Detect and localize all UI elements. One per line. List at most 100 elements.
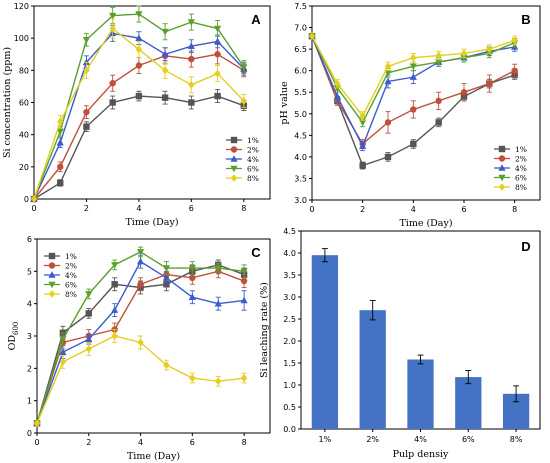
data-point [57, 179, 64, 187]
x-axis-label: Pulp densiy [393, 449, 449, 460]
y-axis-label-subscript: 600 [12, 322, 20, 335]
y-tick-label: 7.5 [294, 2, 307, 11]
legend-label: 4% [65, 271, 77, 280]
legend-label: 6% [515, 174, 527, 183]
data-point [410, 106, 417, 113]
data-point [359, 142, 367, 149]
legend-label: 1% [515, 145, 527, 154]
data-point [511, 67, 518, 74]
y-tick-label: 2 [27, 364, 32, 373]
data-point [85, 345, 92, 353]
data-point [163, 361, 170, 369]
legend-marker [48, 262, 56, 269]
data-point [137, 338, 144, 347]
data-point [410, 53, 417, 62]
data-point [435, 59, 443, 66]
data-point [135, 11, 143, 18]
data-point [135, 34, 143, 41]
legend-label: 2% [515, 155, 527, 164]
data-point [83, 123, 90, 130]
data-point [213, 37, 222, 45]
data-point [85, 335, 93, 343]
legend-marker [230, 136, 238, 144]
data-point [136, 249, 145, 256]
data-point [359, 119, 367, 127]
x-tick-label: 2% [366, 435, 379, 444]
data-point [109, 12, 117, 20]
y-tick-label: 3 [27, 332, 32, 341]
legend-marker [498, 164, 506, 171]
data-point [189, 374, 196, 382]
y-axis-label-main: OD [7, 335, 18, 351]
x-tick-label: 4 [136, 204, 141, 213]
x-tick-label: 8 [242, 438, 247, 447]
data-point [136, 257, 145, 265]
data-point [187, 42, 195, 50]
x-axis-label: Time (Day) [127, 451, 180, 462]
y-tick-label: 3.5 [283, 271, 296, 280]
data-point [188, 55, 195, 63]
series-6pct [33, 246, 248, 428]
data-point [435, 119, 442, 126]
data-point [188, 81, 195, 89]
legend-label: 2% [247, 146, 259, 155]
y-tick-label: 0 [24, 195, 29, 204]
x-tick-label: 2 [86, 438, 91, 447]
y-tick-label: 0.0 [283, 425, 296, 434]
data-point [435, 97, 442, 105]
data-point [111, 262, 119, 269]
data-point [109, 99, 116, 106]
y-tick-label: 4.0 [294, 153, 307, 162]
data-point [111, 306, 119, 313]
panel-letter: B [521, 12, 530, 27]
data-point [214, 299, 222, 307]
data-point [308, 32, 316, 40]
data-point [214, 265, 222, 272]
legend-label: 1% [247, 136, 259, 145]
y-tick-label: 60 [19, 99, 29, 108]
y-tick-label: 1.0 [283, 381, 296, 390]
y-axis-label: pH value [279, 81, 290, 125]
y-tick-label: 4.5 [283, 227, 296, 236]
series-8pct [33, 329, 248, 428]
y-tick-label: 5 [27, 267, 32, 276]
legend-label: 4% [247, 155, 259, 164]
data-point [137, 281, 144, 288]
y-tick-label: 1.5 [283, 359, 296, 368]
data-point [384, 77, 392, 85]
data-point [410, 140, 417, 148]
legend-label: 8% [247, 174, 259, 183]
legend-label: 6% [65, 281, 77, 290]
data-point [333, 92, 341, 100]
data-point [460, 49, 468, 58]
x-tick-label: 0 [31, 204, 36, 213]
x-tick-label: 6 [189, 204, 194, 213]
legend-label: 2% [65, 262, 77, 271]
data-point [111, 332, 118, 340]
legend: 1%2%4%6%8% [494, 145, 527, 192]
legend-marker [498, 155, 506, 162]
y-tick-label: 6.5 [294, 45, 307, 54]
legend-label: 8% [65, 290, 77, 299]
data-point [109, 80, 116, 87]
data-point [188, 293, 196, 300]
data-point [187, 19, 195, 26]
data-point [460, 54, 468, 62]
legend-marker [498, 145, 506, 153]
data-point [161, 94, 169, 101]
series-1pct [30, 89, 247, 203]
legend-marker [230, 146, 238, 153]
series-4pct [30, 24, 248, 202]
y-axis-label: Si leaching rate (%) [259, 282, 270, 378]
legend-marker [230, 174, 238, 182]
data-point [213, 25, 222, 33]
panel-letter: A [251, 12, 261, 27]
y-tick-label: 5.0 [294, 110, 307, 119]
legend: 1%2%4%6%8% [44, 252, 77, 299]
data-point [486, 80, 493, 87]
data-point [59, 358, 67, 366]
data-point [384, 70, 392, 77]
x-tick-label: 4 [138, 438, 143, 447]
data-point [30, 195, 38, 203]
x-tick-label: 6 [190, 438, 195, 447]
